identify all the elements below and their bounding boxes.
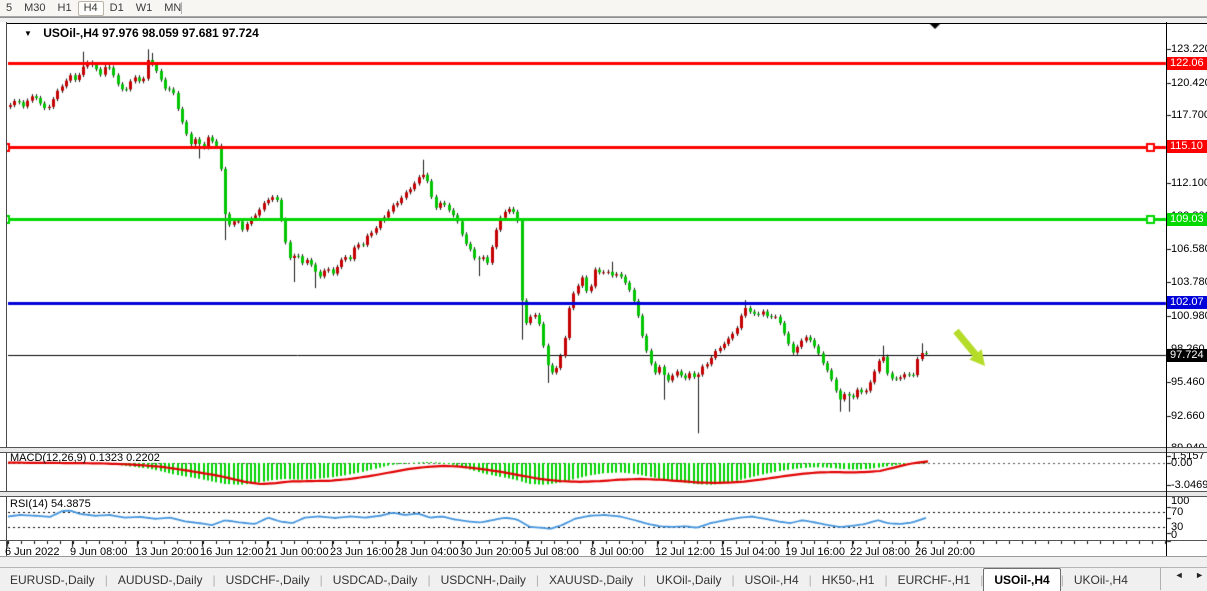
timeframe-button-d1[interactable]: D1 [109, 2, 124, 14]
timeframe-button-h4[interactable]: H4 [77, 1, 104, 16]
tab-separator: | [980, 572, 984, 587]
symbol-tab-bar: EURUSD-,Daily | AUDUSD-,Daily | USDCHF-,Dail… [0, 567, 1207, 591]
timeframe-buttons: 5 M30 H1 H4 D1 W1 MN [0, 1, 187, 16]
price-axis-tick: 95.460 [1171, 376, 1205, 389]
timeframe-button-w1[interactable]: W1 [135, 2, 153, 14]
chart-tab-xauusd-daily[interactable]: XAUUSD-,Daily [549, 572, 634, 587]
price-axis-separator [1166, 22, 1167, 556]
chart-tab-usdcnh-daily[interactable]: USDCNH-,Daily [440, 572, 526, 587]
indicator-axis-tick: 30 [1171, 521, 1184, 533]
chart-tab-eurchf-h1[interactable]: EURCHF-,H1 [897, 572, 971, 587]
timeframe-button-h1[interactable]: H1 [57, 2, 72, 14]
tab-separator: | [643, 572, 647, 587]
date-axis-label: 8 Jul 00:00 [590, 546, 644, 558]
symbol-dropdown-icon[interactable]: ▼ [24, 29, 32, 38]
tab-scroll-separator [1160, 567, 1161, 590]
tab-separator: | [535, 572, 540, 587]
chart-title: ▼ USOil-,H4 97.976 98.059 97.681 97.724 [24, 26, 259, 40]
price-axis-tick: 103.780 [1171, 276, 1207, 289]
price-axis-tick: 112.100 [1171, 176, 1207, 189]
chart-ohlc-values: 97.976 98.059 97.681 97.724 [101, 26, 259, 40]
timeframe-button-mn[interactable]: MN [164, 2, 182, 14]
date-axis-label: 28 Jun 04:00 [395, 546, 459, 558]
tab-separator: | [319, 572, 323, 587]
date-axis-label: 21 Jun 00:00 [265, 546, 329, 558]
price-axis-tick: 117.700 [1171, 109, 1207, 122]
chart-symbol: USOil-,H4 [43, 26, 99, 40]
chart-tab-ukoil-h4[interactable]: UKOil-,H4 [1073, 572, 1128, 587]
chart-tab-usoil-h4[interactable]: USOil-,H4 [983, 568, 1061, 591]
hline-price-label: 122.06 [1167, 56, 1207, 70]
tab-scroll-left-icon[interactable]: ◄ [1174, 570, 1184, 580]
tab-separator: | [212, 572, 216, 587]
rsi-panel-bottom-border [0, 540, 1207, 541]
date-axis-label: 26 Jul 20:00 [915, 546, 975, 558]
chart-window-left-border [0, 22, 7, 556]
chart-tab-usoil-h4[interactable]: USOil-,H4 [744, 572, 799, 587]
macd-indicator-label: MACD(12,26,9) 0.1323 0.2202 [10, 452, 160, 464]
tab-separator: | [884, 572, 888, 587]
indicator-axis-tick: 1.5157 [1171, 450, 1205, 462]
price-axis-tick: 100.980 [1171, 309, 1207, 322]
tab-separator: | [731, 572, 735, 587]
date-axis-label: 15 Jul 04:00 [720, 546, 780, 558]
tab-scroll-right-icon[interactable]: ► [1195, 570, 1204, 580]
indicator-axis-tick: 70 [1171, 506, 1184, 518]
price-axis-tick: 92.660 [1171, 409, 1205, 422]
indicator-axis-tick: -3.0469 [1171, 479, 1207, 492]
tab-separator: | [104, 572, 108, 587]
chart-tab-eurusd-daily[interactable]: EURUSD-,Daily [10, 572, 95, 587]
date-axis-label: 12 Jul 12:00 [655, 546, 715, 558]
chart-window-top-border [0, 17, 1207, 24]
chart-tab-ukoil-daily[interactable]: UKOil-,Daily [656, 572, 722, 587]
date-axis-label: 5 Jul 08:00 [525, 546, 579, 558]
macd-panel-splitter[interactable] [0, 447, 1207, 453]
date-axis-label: 6 Jun 2022 [5, 546, 60, 558]
chart-tab-audusd-daily[interactable]: AUDUSD-,Daily [117, 572, 203, 587]
rsi-panel-splitter[interactable] [0, 491, 1207, 497]
date-axis-label: 22 Jul 08:00 [850, 546, 910, 558]
indicator-axis-tick: 100 [1171, 495, 1190, 507]
indicator-axis-tick: 0.00 [1171, 457, 1193, 469]
tab-separator: | [427, 572, 431, 587]
hline-price-label: 115.10 [1167, 140, 1207, 154]
chart-tab-usdcad-daily[interactable]: USDCAD-,Daily [332, 572, 418, 587]
price-axis-tick: 106.580 [1171, 242, 1207, 255]
timeframe-button-5[interactable]: 5 [6, 2, 13, 14]
hline-price-label: 102.07 [1167, 296, 1207, 310]
hline-price-label: 97.724 [1167, 348, 1207, 362]
hline-price-label: 109.03 [1167, 212, 1207, 226]
timeframe-toolbar: 5 M30 H1 H4 D1 W1 MN [0, 0, 1207, 17]
tab-scroll-buttons: ◄ ► [1166, 570, 1204, 580]
tab-separator: | [808, 572, 812, 587]
timeframe-button-m30[interactable]: M30 [24, 2, 46, 14]
rsi-indicator-label: RSI(14) 54.3875 [10, 498, 91, 510]
date-axis-label: 16 Jun 12:00 [200, 546, 264, 558]
chart-tab-hk50-h1[interactable]: HK50-,H1 [821, 572, 875, 587]
price-axis-tick: 120.420 [1171, 76, 1207, 89]
chart-tab-usdchf-daily[interactable]: USDCHF-,Daily [225, 572, 310, 587]
price-axis-tick: 123.220 [1171, 43, 1207, 56]
indicator-axis-tick: 0 [1171, 529, 1178, 541]
date-axis-label: 19 Jul 16:00 [785, 546, 845, 558]
toolbar-separator [181, 2, 182, 14]
date-axis-label: 9 Jun 08:00 [70, 546, 128, 558]
date-axis-label: 23 Jun 16:00 [330, 546, 394, 558]
window-bottom-edge [0, 556, 1207, 568]
date-axis-label: 30 Jun 20:00 [460, 546, 524, 558]
date-axis-label: 13 Jun 20:00 [135, 546, 199, 558]
tab-separator: | [1060, 572, 1064, 587]
